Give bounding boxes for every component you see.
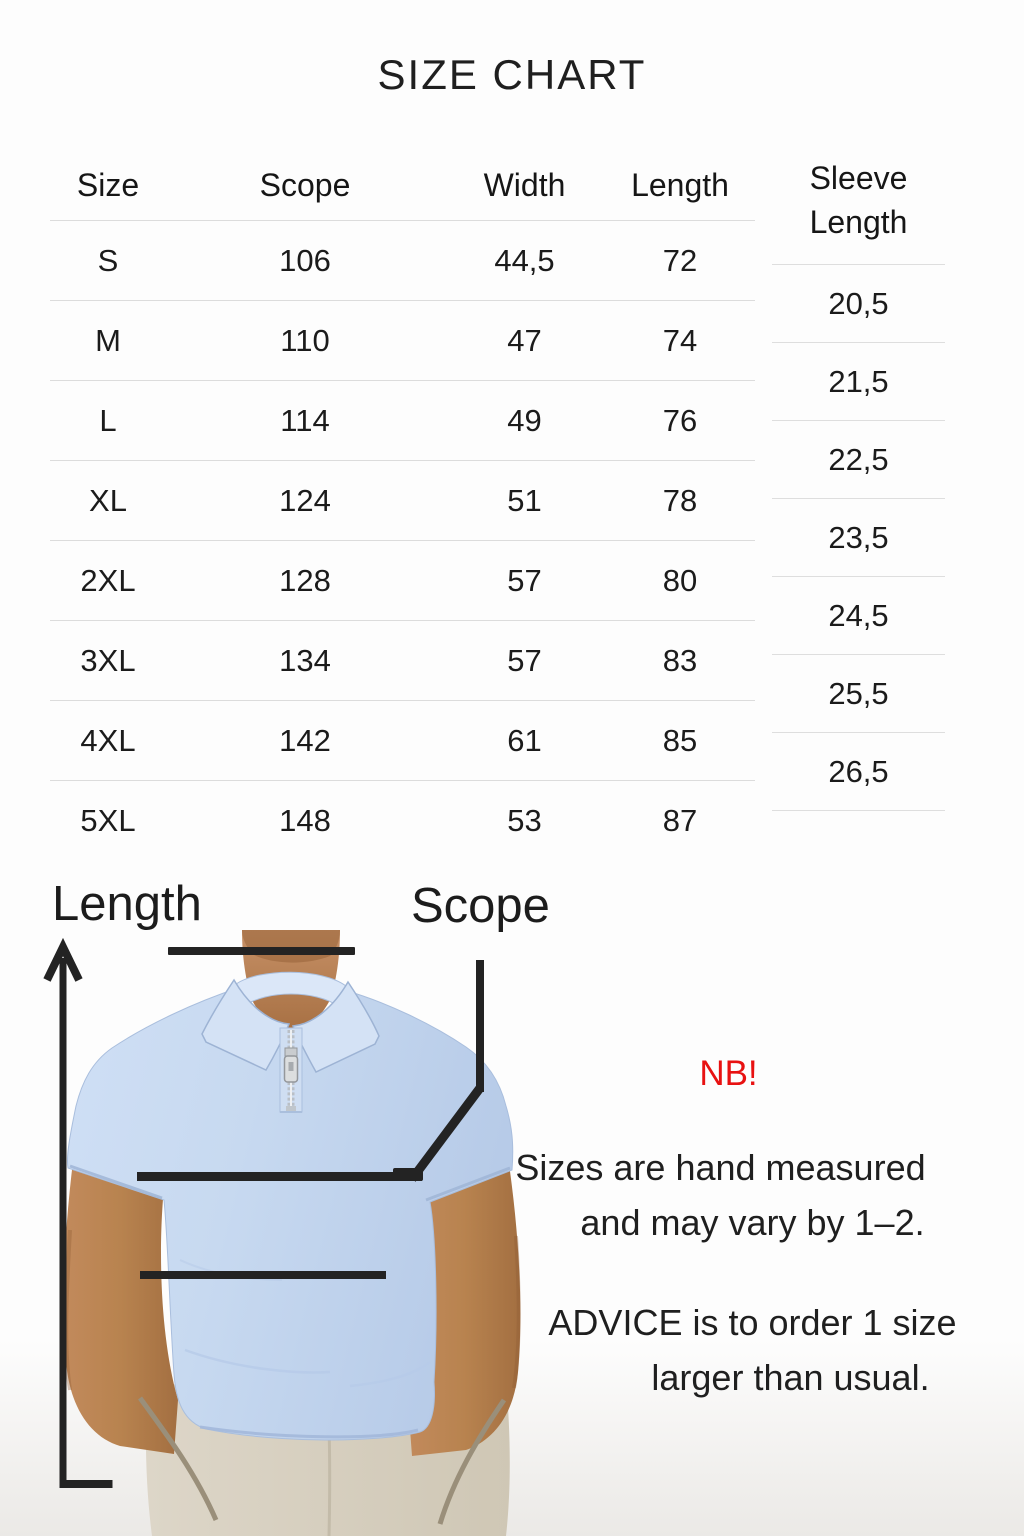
width-cell: 61 bbox=[507, 722, 542, 758]
length-arrow-head bbox=[43, 937, 83, 982]
length-measure-line bbox=[59, 958, 67, 1484]
length-cell: 74 bbox=[662, 322, 698, 358]
sleeve-length-column: 20,5 21,5 22,5 23,5 24,5 25,5 26,5 bbox=[772, 264, 945, 811]
scope-pointer-vertical bbox=[476, 960, 484, 1092]
scope-cell: 110 bbox=[280, 322, 330, 358]
table-row: 3XL 134 57 83 bbox=[50, 621, 755, 701]
length-cell: 80 bbox=[662, 562, 698, 598]
size-cell: S bbox=[97, 242, 119, 278]
sleeve-cell: 22,5 bbox=[772, 421, 945, 499]
width-cell: 51 bbox=[507, 482, 542, 518]
width-cell: 57 bbox=[507, 642, 542, 678]
note-line: larger than usual. bbox=[651, 1357, 930, 1398]
scope-measure-label: Scope bbox=[411, 879, 550, 933]
scope-cell: 128 bbox=[279, 562, 331, 598]
header-sleeve-length: Sleeve Length bbox=[772, 156, 945, 244]
table-row: L 114 49 76 bbox=[50, 381, 755, 461]
size-cell: 5XL bbox=[80, 802, 136, 838]
note-line: and may vary by 1–2. bbox=[580, 1202, 925, 1243]
table-header-row: Size Scope Width Length bbox=[50, 150, 755, 221]
nb-heading: NB! bbox=[699, 1054, 758, 1093]
length-line-foot bbox=[59, 1480, 113, 1488]
sleeve-cell: 20,5 bbox=[772, 265, 945, 343]
header-width: Width bbox=[483, 166, 566, 203]
length-cell: 78 bbox=[662, 482, 698, 518]
sleeve-cell: 23,5 bbox=[772, 499, 945, 577]
length-cell: 76 bbox=[662, 402, 698, 438]
header-sleeve-line1: Sleeve bbox=[809, 160, 908, 196]
sleeve-cell: 25,5 bbox=[772, 655, 945, 733]
scope-cell: 124 bbox=[279, 482, 331, 518]
shoulder-measure-line bbox=[168, 947, 355, 955]
table-row: S 106 44,5 72 bbox=[50, 221, 755, 301]
length-cell: 85 bbox=[662, 722, 698, 758]
scope-cell: 148 bbox=[279, 802, 331, 838]
table-row: M 110 47 74 bbox=[50, 301, 755, 381]
length-cell: 83 bbox=[662, 642, 698, 678]
sleeve-cell: 26,5 bbox=[772, 733, 945, 811]
table-row: 2XL 128 57 80 bbox=[50, 541, 755, 621]
scope-pointer-diagonal bbox=[408, 1085, 484, 1182]
size-cell: L bbox=[99, 402, 117, 438]
width-cell: 44,5 bbox=[494, 242, 555, 278]
polo-shirt-model-photo bbox=[43, 930, 521, 1536]
size-cell: 3XL bbox=[80, 642, 136, 678]
width-cell: 49 bbox=[507, 402, 542, 438]
size-cell: M bbox=[95, 322, 121, 358]
length-cell: 72 bbox=[662, 242, 698, 278]
size-cell: 4XL bbox=[80, 722, 136, 758]
sleeve-cell: 21,5 bbox=[772, 343, 945, 421]
size-cell: XL bbox=[89, 482, 127, 518]
header-scope: Scope bbox=[259, 166, 351, 203]
scope-cell: 114 bbox=[280, 402, 330, 438]
note-line: Sizes are hand measured bbox=[515, 1147, 926, 1188]
table-row: XL 124 51 78 bbox=[50, 461, 755, 541]
note-line: ADVICE is to order 1 size bbox=[548, 1302, 957, 1343]
width-cell: 47 bbox=[507, 322, 542, 358]
sleeve-cell: 24,5 bbox=[772, 577, 945, 655]
table-row: 4XL 142 61 85 bbox=[50, 701, 755, 781]
header-size: Size bbox=[76, 166, 140, 203]
size-cell: 2XL bbox=[80, 562, 136, 598]
size-table: Size Scope Width Length S 106 44,5 72 M … bbox=[50, 150, 755, 860]
header-length: Length bbox=[631, 166, 729, 203]
length-cell: 87 bbox=[662, 802, 698, 838]
table-row: 5XL 148 53 87 bbox=[50, 781, 755, 860]
scope-cell: 142 bbox=[279, 722, 331, 758]
header-sleeve-line2: Length bbox=[809, 204, 908, 240]
scope-cell: 106 bbox=[279, 242, 331, 278]
measurement-overlay bbox=[43, 937, 484, 1488]
note-block: NB! Sizes are hand measured and may vary… bbox=[515, 1054, 985, 1405]
width-cell: 57 bbox=[507, 562, 542, 598]
waist-measure-line bbox=[140, 1271, 386, 1279]
model-figure bbox=[63, 930, 521, 1536]
scope-cell: 134 bbox=[279, 642, 331, 678]
length-measure-label: Length bbox=[52, 877, 202, 931]
width-cell: 53 bbox=[507, 802, 542, 838]
page-title: SIZE CHART bbox=[377, 51, 647, 98]
chest-measure-line bbox=[137, 1172, 422, 1181]
